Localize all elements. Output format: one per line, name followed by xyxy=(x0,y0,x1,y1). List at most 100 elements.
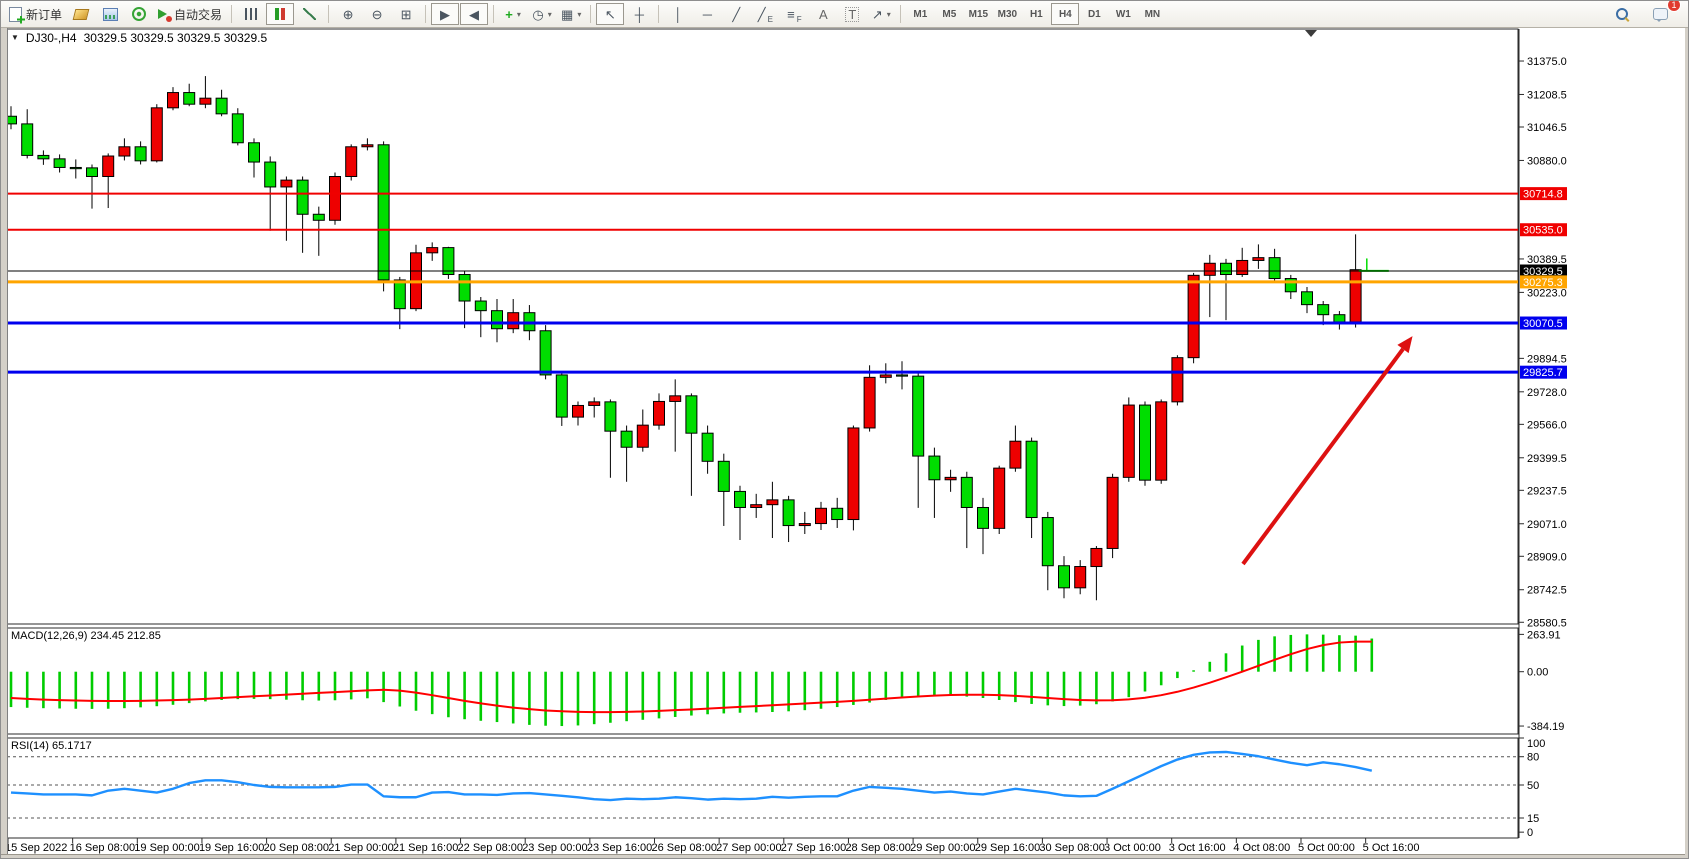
toolbar-separator xyxy=(328,5,330,23)
chart-ohlc-quotes: 30329.5 30329.5 30329.5 30329.5 xyxy=(83,31,268,45)
rsi-layer: 100 80 50 15 0 xyxy=(7,737,1545,839)
crosshair-button[interactable]: ┼ xyxy=(625,3,653,25)
tile-windows-button[interactable]: ⊞ xyxy=(392,3,420,25)
svg-text:30070.5: 30070.5 xyxy=(1523,318,1563,330)
svg-text:263.91: 263.91 xyxy=(1527,629,1561,641)
timeframe-m5-button[interactable]: M5 xyxy=(942,8,957,20)
zoom-in-icon: ⊕ xyxy=(342,6,354,22)
symbol-collapse-icon[interactable]: ▼ xyxy=(11,33,19,42)
indicators-button[interactable]: + ▾ xyxy=(499,3,527,25)
quotes-icon xyxy=(72,8,90,20)
svg-text:22 Sep 08:00: 22 Sep 08:00 xyxy=(458,842,523,854)
fibonacci-sub-label: F xyxy=(796,15,802,24)
svg-text:0: 0 xyxy=(1527,827,1533,839)
svg-text:31375.0: 31375.0 xyxy=(1527,56,1567,68)
svg-text:15 Sep 2022: 15 Sep 2022 xyxy=(5,842,67,854)
svg-text:31046.5: 31046.5 xyxy=(1527,122,1567,134)
channel-sub-label: E xyxy=(767,15,773,24)
chart-shift-marker xyxy=(1305,30,1317,37)
svg-text:30714.8: 30714.8 xyxy=(1523,189,1563,201)
svg-text:80: 80 xyxy=(1527,752,1539,764)
svg-text:30880.0: 30880.0 xyxy=(1527,155,1567,167)
timeframe-mn-button[interactable]: MN xyxy=(1144,8,1161,20)
zoom-in-button[interactable]: ⊕ xyxy=(334,3,362,25)
time-axis[interactable]: 15 Sep 2022 16 Sep 08:00 19 Sep 00:00 19 Se… xyxy=(5,838,1420,854)
svg-text:16 Sep 08:00: 16 Sep 08:00 xyxy=(70,842,135,854)
macd-layer: 263.91 0.00 -384.19 xyxy=(9,629,1564,733)
new-order-label: 新订单 xyxy=(26,7,63,22)
toolbar-right-tools: 1 xyxy=(1608,1,1684,25)
svg-text:29 Sep 16:00: 29 Sep 16:00 xyxy=(975,842,1040,854)
price-badge xyxy=(1520,275,1567,289)
tile-windows-icon: ⊞ xyxy=(400,6,412,22)
timeframe-m30-button[interactable]: M30 xyxy=(997,8,1018,20)
channel-button[interactable]: ╱ E xyxy=(751,3,779,25)
toolbar-separator xyxy=(900,5,902,23)
vertical-line-button[interactable]: │ xyxy=(664,3,692,25)
price-badge xyxy=(1520,264,1567,278)
chart-window-button[interactable] xyxy=(96,3,124,25)
bar-chart-icon xyxy=(245,8,258,20)
timeframe-h1-button[interactable]: H1 xyxy=(1029,8,1043,20)
svg-text:30275.3: 30275.3 xyxy=(1523,277,1563,289)
zoom-out-button[interactable]: ⊖ xyxy=(363,3,391,25)
svg-text:20 Sep 08:00: 20 Sep 08:00 xyxy=(264,842,329,854)
channel-icon: ╱ xyxy=(757,6,766,22)
svg-text:27 Sep 16:00: 27 Sep 16:00 xyxy=(781,842,846,854)
new-order-button[interactable]: 新订单 xyxy=(5,3,66,25)
clock-icon: ◷ xyxy=(532,6,544,22)
signals-button[interactable] xyxy=(125,3,153,25)
chart-shift-button[interactable]: ◀ xyxy=(460,3,489,25)
chart-type-line-button[interactable] xyxy=(295,3,323,25)
text-label-button[interactable]: T xyxy=(838,3,866,25)
svg-text:21 Sep 16:00: 21 Sep 16:00 xyxy=(393,842,458,854)
svg-text:50: 50 xyxy=(1527,780,1539,792)
horizontal-line-button[interactable]: ─ xyxy=(693,3,721,25)
trend-arrow[interactable] xyxy=(1241,336,1413,566)
timeframe-m15-button[interactable]: M15 xyxy=(968,8,989,20)
template-icon: ▦ xyxy=(561,6,574,22)
text-tool-button[interactable]: A xyxy=(809,3,837,25)
svg-text:29071.0: 29071.0 xyxy=(1527,519,1567,531)
timeframe-m1-button[interactable]: M1 xyxy=(913,8,928,20)
svg-text:28 Sep 08:00: 28 Sep 08:00 xyxy=(845,842,910,854)
chart-type-candles-button[interactable] xyxy=(266,3,295,25)
search-button[interactable] xyxy=(1608,3,1636,25)
svg-text:19 Sep 00:00: 19 Sep 00:00 xyxy=(134,842,199,854)
cursor-button[interactable]: ↖ xyxy=(596,3,625,25)
svg-text:26 Sep 08:00: 26 Sep 08:00 xyxy=(652,842,717,854)
auto-scroll-button[interactable]: ▶ xyxy=(431,3,460,25)
periods-button[interactable]: ◷ ▾ xyxy=(528,3,556,25)
svg-text:28742.5: 28742.5 xyxy=(1527,585,1567,597)
svg-text:30 Sep 08:00: 30 Sep 08:00 xyxy=(1039,842,1104,854)
horizontal-line-icon: ─ xyxy=(702,6,712,22)
svg-text:30389.5: 30389.5 xyxy=(1527,254,1567,266)
chart-symbol-period: DJ30-,H4 xyxy=(25,31,77,45)
svg-text:100: 100 xyxy=(1527,738,1545,750)
toolbar-separator xyxy=(658,5,660,23)
trendline-button[interactable]: ╱ xyxy=(722,3,750,25)
window-right-edge xyxy=(1685,28,1688,858)
dropdown-arrow-icon: ▾ xyxy=(886,9,891,19)
timeframe-d1-button[interactable]: D1 xyxy=(1087,8,1101,20)
toolbar-separator xyxy=(425,5,427,23)
fibonacci-button[interactable]: ≡ F xyxy=(780,3,808,25)
toolbar: 新订单 自动交易 ⊕ ⊖ ⊞ ▶ ◀ + ▾ ◷ ▾ ▦ ▾ xyxy=(1,1,1688,28)
chat-bubble-icon xyxy=(1652,8,1668,22)
chart-type-bars-button[interactable] xyxy=(237,3,265,25)
macd-indicator-label: MACD(12,26,9) 234.45 212.85 xyxy=(11,630,161,642)
fibonacci-icon: ≡ xyxy=(787,6,795,22)
svg-text:21 Sep 00:00: 21 Sep 00:00 xyxy=(328,842,393,854)
autotrading-button[interactable]: 自动交易 xyxy=(154,3,226,25)
arrow-objects-button[interactable]: ↗ ▾ xyxy=(867,3,895,25)
timeframe-w1-button[interactable]: W1 xyxy=(1115,8,1131,20)
quotes-button[interactable] xyxy=(67,3,95,25)
timeframe-h4-button[interactable]: H4 xyxy=(1051,3,1080,25)
notifications-button[interactable]: 1 xyxy=(1646,1,1681,25)
templates-button[interactable]: ▦ ▾ xyxy=(557,3,585,25)
line-chart-icon xyxy=(302,8,316,20)
macd-signal-line xyxy=(10,640,1372,714)
autotrading-icon xyxy=(158,8,173,22)
svg-text:27 Sep 00:00: 27 Sep 00:00 xyxy=(716,842,781,854)
